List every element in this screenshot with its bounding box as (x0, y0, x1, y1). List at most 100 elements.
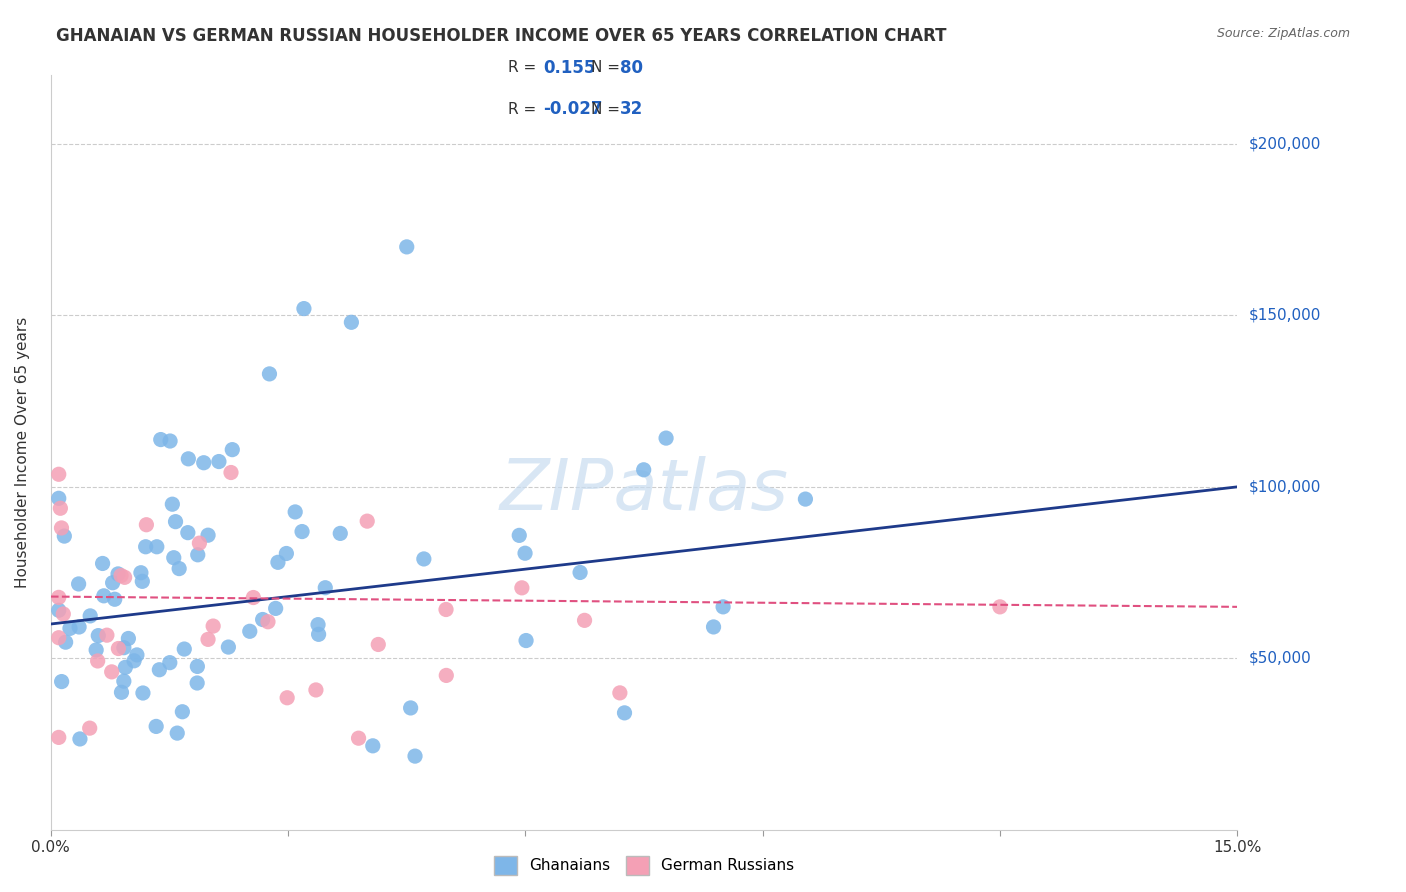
Point (167, 561, 190, 575)
Point (217, 640, 239, 654)
Point (291, 524, 314, 539)
Point (221, 442, 243, 457)
Point (107, 566, 129, 581)
Point (177, 525, 200, 540)
Text: $150,000: $150,000 (1249, 308, 1320, 323)
Point (132, 686, 155, 700)
Point (284, 505, 307, 519)
Point (412, 552, 434, 566)
Point (257, 615, 280, 629)
Point (239, 624, 262, 639)
Point (51, 521, 73, 535)
Point (146, 540, 169, 554)
Point (48, 603, 70, 617)
Text: $100,000: $100,000 (1249, 479, 1320, 494)
Text: ZIPatlas: ZIPatlas (499, 456, 789, 524)
Point (110, 568, 132, 582)
Point (307, 617, 329, 632)
Text: N =: N = (591, 61, 620, 76)
Point (219, 466, 242, 480)
Point (186, 676, 208, 690)
Point (197, 632, 219, 647)
Point (165, 515, 187, 529)
Point (101, 575, 124, 590)
Point (242, 591, 264, 605)
Point (135, 517, 157, 532)
Point (52, 607, 75, 621)
Point (613, 706, 636, 720)
Point (86, 654, 108, 668)
Point (202, 619, 225, 633)
Point (163, 550, 186, 565)
Point (305, 682, 328, 697)
Point (329, 526, 352, 541)
Point (655, 431, 678, 445)
Point (112, 674, 135, 689)
Point (276, 547, 298, 561)
Point (308, 627, 330, 641)
Point (91, 557, 114, 571)
Point (186, 659, 208, 673)
Point (340, 315, 363, 329)
Point (711, 599, 734, 614)
Text: R =: R = (508, 102, 536, 117)
Point (114, 660, 136, 674)
Text: Source: ZipAtlas.com: Source: ZipAtlas.com (1216, 27, 1350, 40)
Point (96, 628, 118, 642)
Point (135, 540, 157, 554)
Point (264, 601, 287, 615)
Point (193, 456, 215, 470)
Point (508, 528, 530, 542)
Point (314, 581, 336, 595)
Point (48, 591, 70, 605)
Point (208, 454, 231, 468)
Text: 0.155: 0.155 (543, 59, 596, 77)
Text: N =: N = (591, 102, 620, 117)
Point (434, 668, 457, 682)
Point (187, 548, 209, 562)
Point (122, 654, 145, 668)
Point (633, 463, 655, 477)
Text: GHANAIAN VS GERMAN RUSSIAN HOUSEHOLDER INCOME OVER 65 YEARS CORRELATION CHART: GHANAIAN VS GERMAN RUSSIAN HOUSEHOLDER I… (56, 27, 946, 45)
Point (51, 674, 73, 689)
Point (59, 621, 82, 635)
Point (131, 574, 153, 589)
Point (367, 637, 389, 651)
Point (110, 685, 132, 699)
Point (145, 719, 167, 733)
Point (48, 731, 70, 745)
Point (148, 663, 170, 677)
Point (55, 635, 77, 649)
Point (361, 739, 384, 753)
Point (79, 608, 101, 623)
Point (188, 536, 211, 550)
Point (67, 577, 90, 591)
Point (48, 631, 70, 645)
Point (515, 633, 537, 648)
Point (276, 690, 298, 705)
Point (48, 467, 70, 482)
Point (104, 592, 127, 607)
Point (569, 566, 592, 580)
Point (67, 620, 90, 634)
Point (114, 570, 136, 584)
Point (53, 529, 76, 543)
Point (173, 642, 195, 657)
Point (356, 514, 378, 528)
Text: $50,000: $50,000 (1249, 651, 1310, 665)
Point (172, 705, 194, 719)
Point (574, 613, 596, 627)
Text: 80: 80 (620, 59, 644, 77)
Point (259, 367, 281, 381)
Point (510, 581, 533, 595)
Point (87, 629, 110, 643)
Point (609, 686, 631, 700)
Point (267, 555, 290, 569)
Point (177, 451, 200, 466)
Point (399, 701, 422, 715)
Point (988, 599, 1011, 614)
Point (84, 643, 107, 657)
Point (100, 665, 122, 679)
Point (69, 731, 91, 746)
Point (197, 528, 219, 542)
